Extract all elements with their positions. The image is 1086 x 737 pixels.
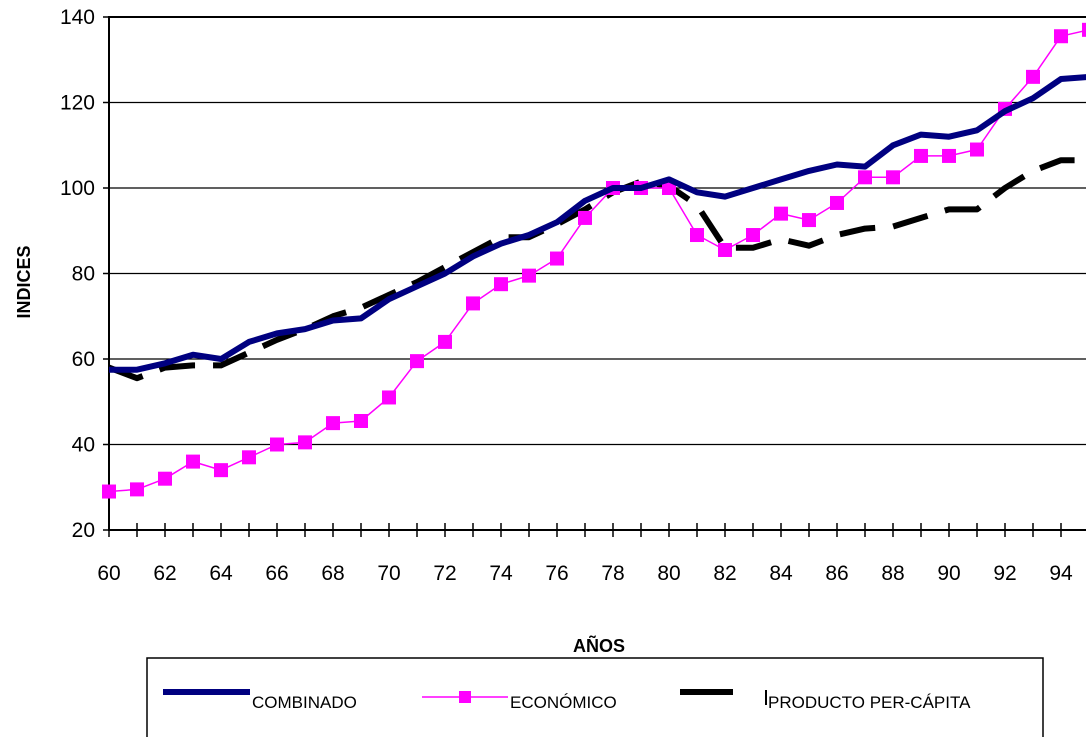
data-point-economico	[214, 463, 228, 478]
x-tick-label: 88	[881, 562, 904, 585]
x-tick-label: 82	[713, 562, 736, 585]
series-line-producto-per-c-pita	[107, 157, 1086, 382]
data-point-economico	[914, 148, 928, 163]
data-point-economico	[242, 450, 256, 465]
data-point-economico	[186, 454, 200, 469]
data-point-economico	[662, 181, 676, 195]
x-tick-label: 60	[97, 562, 120, 585]
data-point-economico	[298, 435, 312, 450]
series-line-combinado	[109, 74, 1086, 373]
x-tick-label: 80	[657, 562, 680, 585]
data-point-economico	[158, 471, 172, 486]
data-point-economico	[494, 277, 508, 292]
y-axis-ticks: 20 40 60 80 100 120 140	[60, 6, 109, 542]
data-point-economico	[830, 195, 844, 210]
y-tick-label: 60	[72, 348, 95, 371]
data-point-economico	[270, 437, 284, 452]
data-point-economico	[718, 242, 732, 257]
data-point-economico	[382, 390, 396, 405]
x-tick-label: 74	[489, 562, 513, 585]
series-lines	[102, 22, 1086, 499]
series-line-econ-mico	[108, 29, 1086, 493]
x-tick-label: 94	[1049, 562, 1073, 585]
data-point-economico	[1026, 69, 1040, 84]
data-point-economico	[326, 416, 340, 431]
legend-label-combinado: COMBINADO	[252, 693, 357, 712]
data-point-economico	[746, 228, 760, 243]
legend-label-economico: ECONÓMICO	[510, 693, 617, 712]
x-tick-label: 68	[321, 562, 344, 585]
legend: COMBINADO ECONÓMICO PRODUCTO PER-CÁPITA	[146, 657, 1044, 737]
data-point-economico	[774, 206, 788, 221]
x-tick-label: 90	[937, 562, 960, 585]
data-point-economico	[1082, 22, 1086, 37]
y-tick-label: 80	[72, 263, 95, 286]
x-tick-label: 72	[433, 562, 456, 585]
y-tick-label: 40	[72, 434, 95, 457]
data-point-economico	[130, 482, 144, 497]
data-point-economico	[970, 142, 984, 157]
x-tick-label: 76	[545, 562, 568, 585]
data-point-economico	[578, 210, 592, 225]
data-point-economico	[102, 484, 116, 499]
y-tick-label: 120	[60, 92, 95, 115]
data-point-economico	[858, 170, 872, 185]
gridlines	[109, 101, 1086, 446]
data-point-economico	[942, 148, 956, 163]
y-tick-label: 20	[72, 519, 95, 542]
data-point-economico	[550, 251, 564, 266]
data-point-economico	[690, 228, 704, 243]
legend-box	[146, 657, 1044, 737]
x-tick-label: 62	[153, 562, 176, 585]
legend-marker-economico	[459, 691, 471, 703]
x-tick-label: 92	[993, 562, 1016, 585]
x-axis-ticks: 60 62 64 66 68 70 72 74 76 78 80 82 84 86 88 90 92 94	[97, 523, 1073, 585]
y-tick-label: 140	[60, 6, 95, 29]
x-tick-label: 84	[769, 562, 793, 585]
x-axis-title: AÑOS	[573, 635, 625, 656]
data-point-economico	[354, 413, 368, 428]
data-point-economico	[438, 334, 452, 349]
x-tick-label: 70	[377, 562, 400, 585]
data-point-economico	[466, 296, 480, 311]
x-tick-label: 78	[601, 562, 624, 585]
data-point-economico	[802, 213, 816, 228]
data-point-economico	[410, 354, 424, 369]
y-axis-title: INDICES	[14, 245, 34, 318]
data-point-economico	[1054, 29, 1068, 44]
x-tick-label: 64	[209, 562, 233, 585]
x-tick-label: 66	[265, 562, 288, 585]
x-tick-label: 86	[825, 562, 848, 585]
data-point-economico	[522, 268, 536, 283]
data-point-economico	[886, 170, 900, 185]
y-tick-label: 100	[60, 177, 95, 200]
legend-label-per-capita: PRODUCTO PER-CÁPITA	[768, 693, 971, 712]
